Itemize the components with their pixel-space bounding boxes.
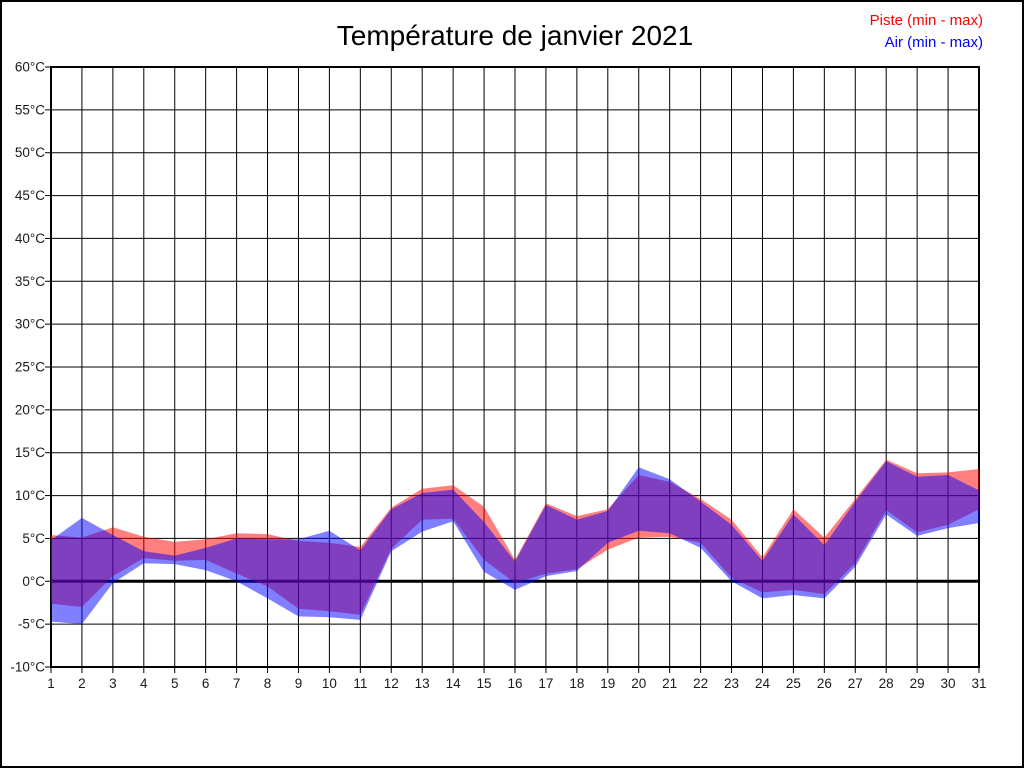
- y-axis-label: -5°C: [18, 617, 45, 632]
- x-axis-label: 6: [202, 676, 210, 691]
- x-axis-label: 9: [295, 676, 303, 691]
- y-axis-label: -10°C: [10, 660, 45, 675]
- x-axis-label: 14: [446, 676, 462, 691]
- y-axis-label: 15°C: [15, 445, 45, 460]
- x-axis-label: 16: [507, 676, 522, 691]
- legend-item-piste: Piste (min - max): [869, 12, 983, 29]
- x-axis-label: 21: [662, 676, 677, 691]
- x-axis-label: 5: [171, 676, 179, 691]
- x-axis-label: 29: [910, 676, 925, 691]
- y-axis-label: 5°C: [22, 531, 45, 546]
- x-axis-label: 24: [755, 676, 771, 691]
- chart-legend: Piste (min - max) Air (min - max): [870, 10, 983, 54]
- x-axis-label: 2: [78, 676, 86, 691]
- x-axis-label: 17: [538, 676, 553, 691]
- x-axis-label: 28: [879, 676, 894, 691]
- x-axis-label: 19: [600, 676, 615, 691]
- x-axis-label: 20: [631, 676, 646, 691]
- y-axis-label: 10°C: [15, 488, 45, 503]
- x-axis-label: 10: [322, 676, 337, 691]
- y-axis-label: 25°C: [15, 360, 45, 375]
- x-axis-label: 11: [353, 676, 367, 691]
- x-axis-label: 1: [47, 676, 55, 691]
- x-axis-label: 13: [415, 676, 430, 691]
- x-axis-label: 23: [724, 676, 739, 691]
- y-axis-label: 50°C: [15, 145, 45, 160]
- chart-title: Température de janvier 2021: [336, 20, 694, 51]
- x-axis-label: 8: [264, 676, 272, 691]
- y-axis-label: 0°C: [22, 574, 45, 589]
- y-axis-label: 55°C: [15, 102, 45, 117]
- y-axis-label: 20°C: [15, 402, 45, 417]
- x-axis-label: 26: [817, 676, 832, 691]
- x-axis-label: 22: [693, 676, 708, 691]
- x-axis-label: 27: [848, 676, 863, 691]
- x-axis-label: 15: [477, 676, 492, 691]
- y-axis-label: 30°C: [15, 317, 45, 332]
- x-axis-label: 7: [233, 676, 241, 691]
- air-band: [51, 461, 979, 625]
- x-axis-label: 3: [109, 676, 117, 691]
- x-axis-label: 30: [941, 676, 956, 691]
- x-axis-label: 31: [971, 676, 986, 691]
- plot-border: [50, 66, 980, 668]
- x-axis-label: 12: [384, 676, 399, 691]
- x-axis-label: 25: [786, 676, 801, 691]
- y-axis-label: 35°C: [15, 274, 45, 289]
- x-axis-label: 4: [140, 676, 148, 691]
- y-axis-label: 60°C: [15, 60, 45, 75]
- legend-item-air: Air (min - max): [884, 34, 983, 51]
- y-axis-label: 40°C: [15, 231, 45, 246]
- y-axis-label: 45°C: [15, 188, 45, 203]
- x-axis-label: 18: [569, 676, 584, 691]
